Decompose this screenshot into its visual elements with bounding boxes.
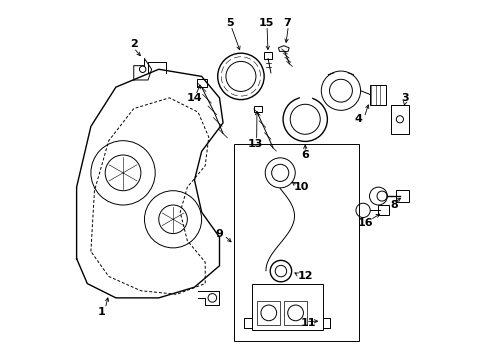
Bar bbox=[263, 52, 272, 59]
Bar bbox=[395, 190, 408, 202]
Bar bbox=[257, 301, 280, 325]
Bar bbox=[197, 79, 207, 87]
Text: 16: 16 bbox=[357, 218, 373, 228]
Text: 11: 11 bbox=[301, 318, 316, 328]
Text: 13: 13 bbox=[247, 139, 263, 149]
Text: 5: 5 bbox=[226, 18, 234, 28]
Text: 15: 15 bbox=[258, 18, 273, 28]
Text: 4: 4 bbox=[354, 114, 362, 124]
Bar bbox=[253, 106, 261, 112]
Text: 9: 9 bbox=[215, 229, 223, 239]
Bar bbox=[390, 105, 408, 134]
Text: 6: 6 bbox=[301, 150, 308, 160]
Text: 7: 7 bbox=[283, 18, 291, 28]
Bar bbox=[283, 301, 306, 325]
Text: 8: 8 bbox=[390, 200, 398, 210]
Bar bbox=[251, 284, 323, 330]
Bar bbox=[377, 205, 388, 215]
Bar bbox=[233, 144, 358, 341]
Text: 2: 2 bbox=[130, 39, 137, 49]
Bar bbox=[369, 85, 385, 105]
Text: 10: 10 bbox=[293, 182, 309, 192]
Text: 14: 14 bbox=[186, 93, 202, 103]
Text: 1: 1 bbox=[98, 307, 105, 317]
Text: 12: 12 bbox=[297, 271, 312, 282]
Text: 3: 3 bbox=[401, 93, 408, 103]
